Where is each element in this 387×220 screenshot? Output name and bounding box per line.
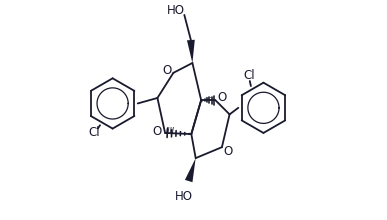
Text: O: O: [163, 64, 172, 77]
Text: HO: HO: [175, 190, 193, 203]
Text: Cl: Cl: [89, 126, 100, 139]
Text: O: O: [153, 125, 162, 138]
Text: HO: HO: [167, 4, 185, 17]
Polygon shape: [187, 40, 195, 63]
Text: O: O: [217, 92, 226, 104]
Text: O: O: [224, 145, 233, 158]
Polygon shape: [185, 158, 196, 182]
Text: ····: ····: [204, 95, 214, 104]
Text: IIII: IIII: [166, 127, 175, 136]
Text: Cl: Cl: [243, 69, 255, 82]
